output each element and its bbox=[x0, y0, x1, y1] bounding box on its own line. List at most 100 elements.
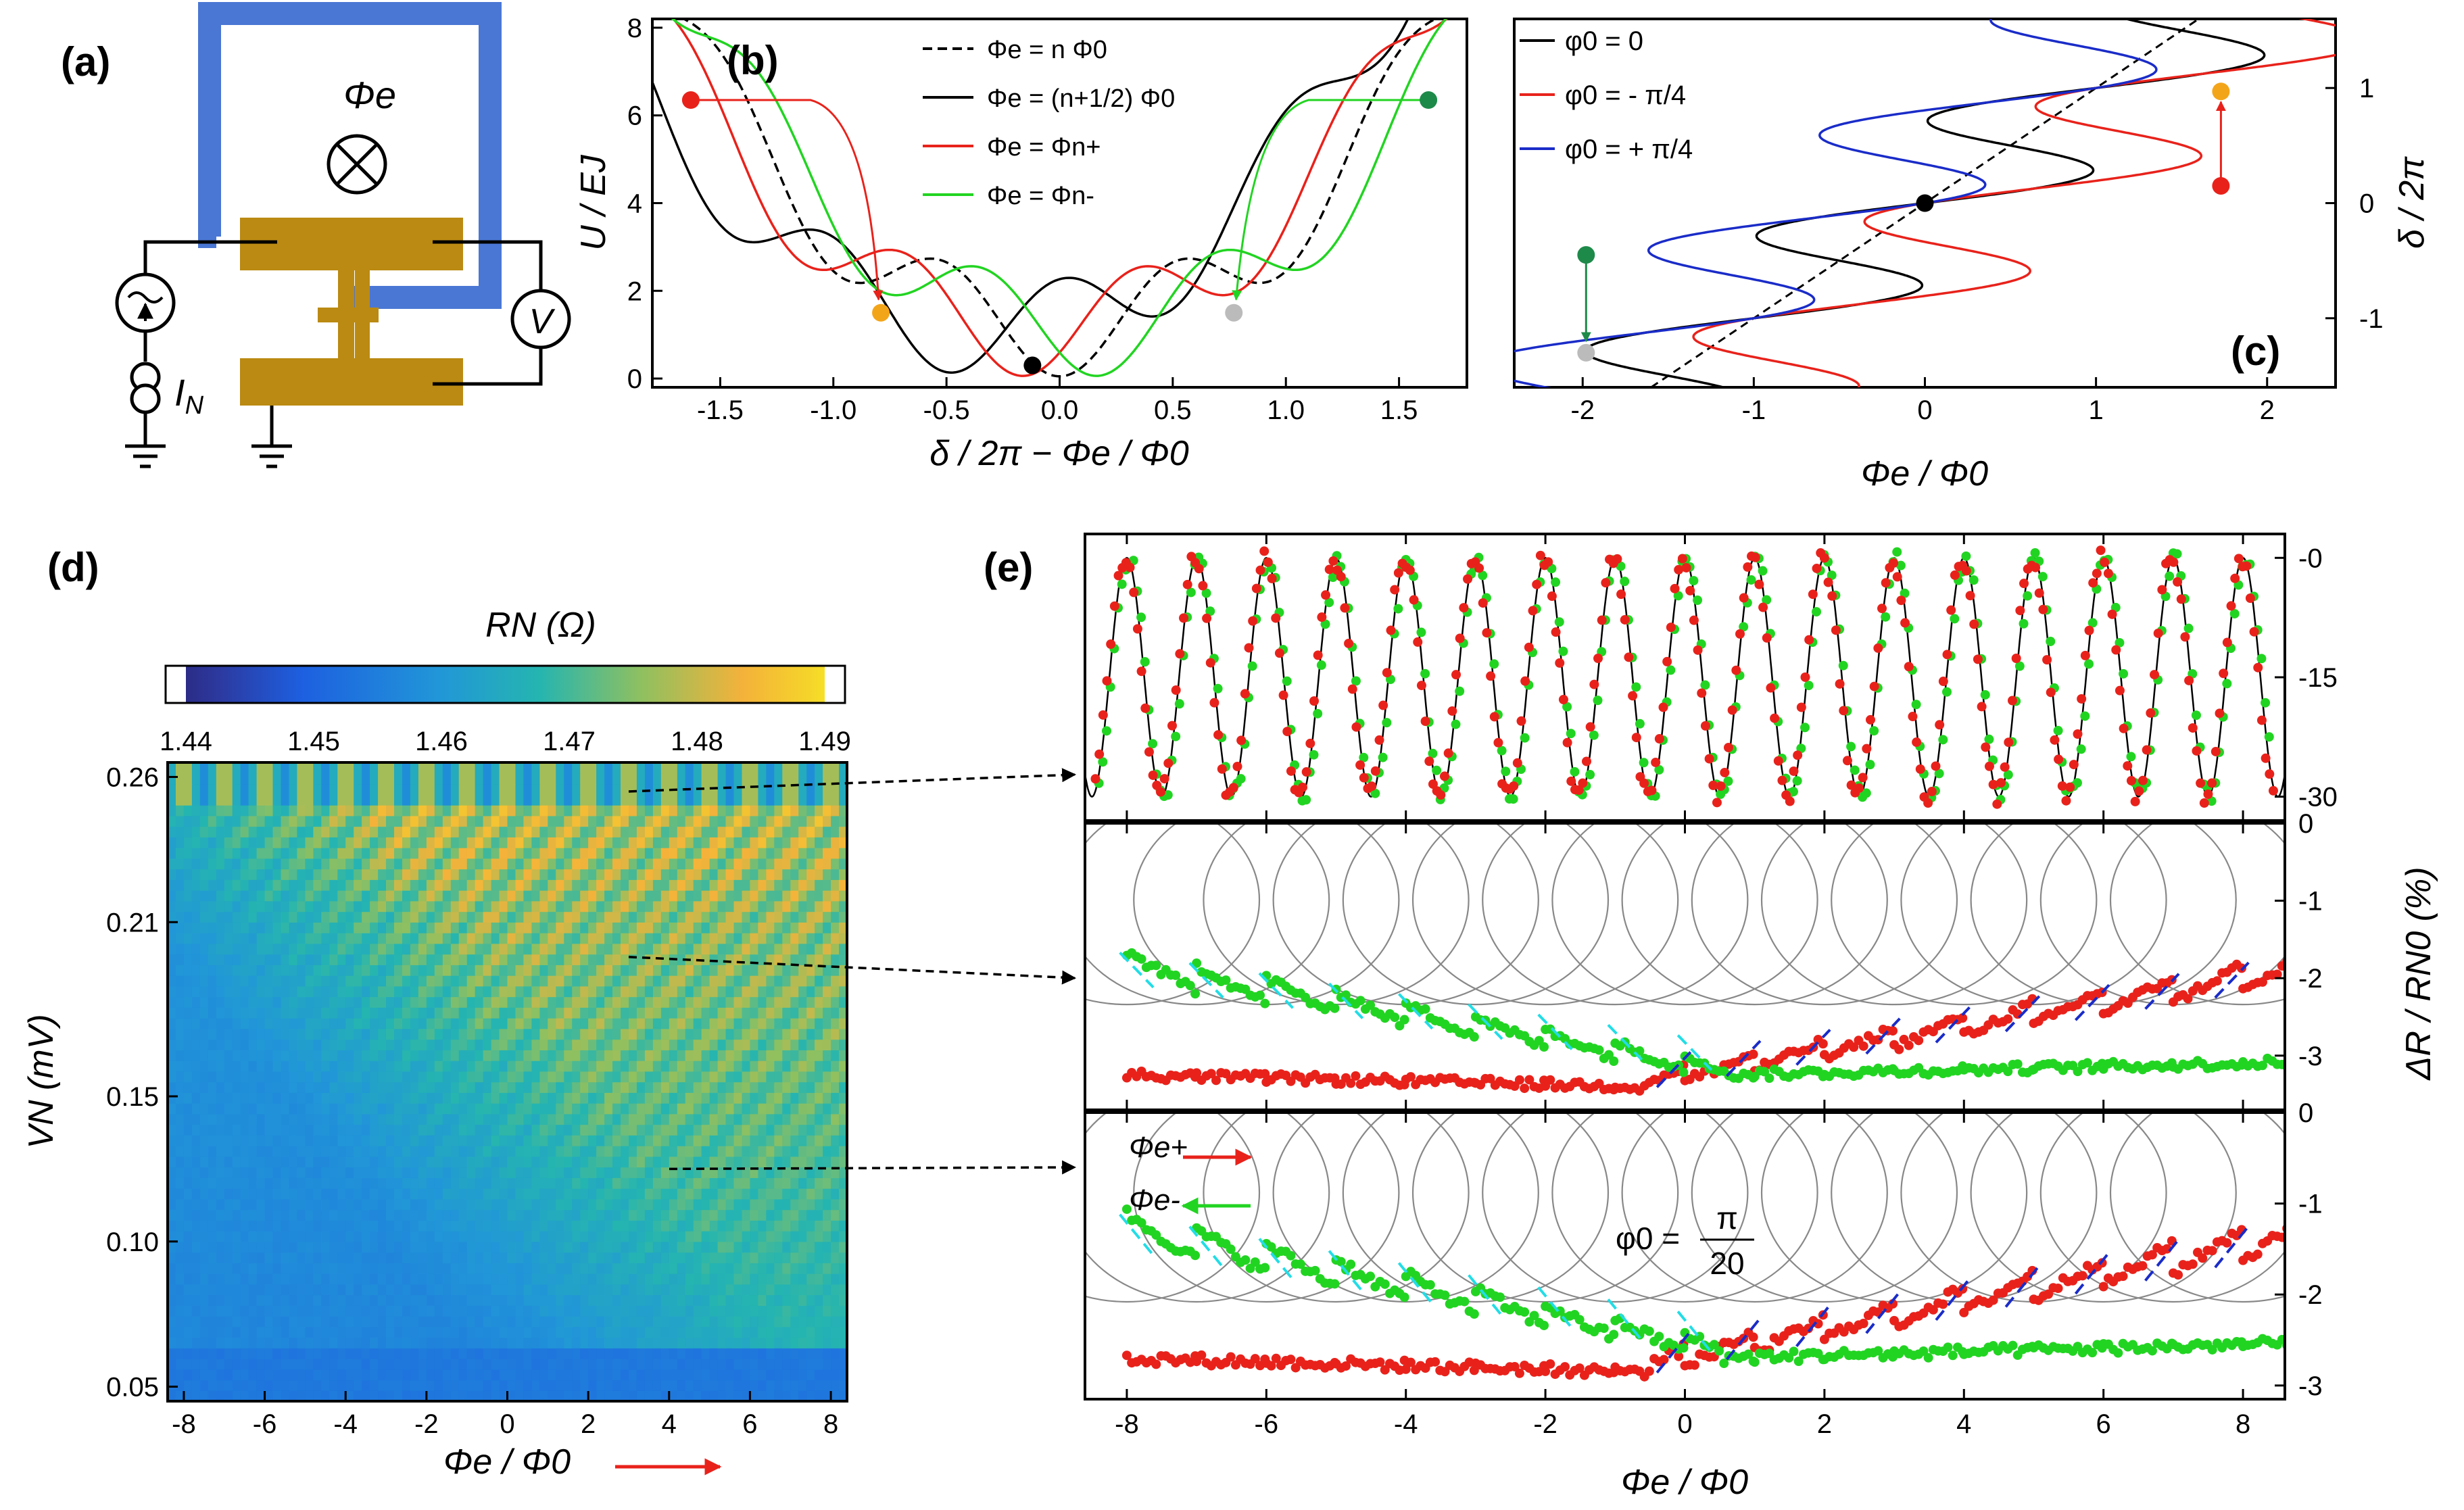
heatmap-cell bbox=[580, 1369, 589, 1381]
heatmap-cell bbox=[644, 1050, 654, 1061]
heatmap-cell bbox=[329, 1146, 338, 1157]
heatmap-cell bbox=[434, 1198, 443, 1211]
heatmap-cell bbox=[272, 890, 282, 902]
heatmap-cell bbox=[701, 1220, 710, 1232]
heatmap-cell bbox=[596, 1007, 605, 1019]
heatmap-cell bbox=[621, 890, 629, 902]
heatmap-cell bbox=[289, 1092, 298, 1104]
heatmap-cell bbox=[717, 1081, 727, 1093]
heatmap-cell bbox=[418, 1167, 427, 1178]
heatmap-cell bbox=[588, 1039, 597, 1050]
heatmap-cell bbox=[523, 1156, 532, 1168]
heatmap-cell bbox=[564, 869, 573, 880]
heatmap-cell bbox=[798, 1231, 807, 1242]
heatmap-cell bbox=[612, 1390, 621, 1401]
heatmap-cell bbox=[548, 1284, 556, 1296]
heatmap-cell bbox=[281, 1369, 290, 1381]
heatmap-cell bbox=[652, 1146, 662, 1157]
heatmap-cell bbox=[556, 996, 564, 1008]
heatmap-cell bbox=[685, 826, 694, 837]
heatmap-cell bbox=[572, 996, 581, 1008]
heatmap-cell bbox=[216, 1007, 225, 1019]
heatmap-cell bbox=[402, 1380, 411, 1391]
heatmap-cell bbox=[815, 985, 823, 998]
heatmap-cell bbox=[337, 1177, 346, 1189]
heatmap-cell bbox=[523, 1241, 532, 1253]
heatmap-cell bbox=[208, 975, 217, 987]
heatmap-cell bbox=[596, 1209, 605, 1221]
heatmap-cell bbox=[515, 996, 525, 1008]
heatmap-cell bbox=[450, 879, 460, 891]
heatmap-cell bbox=[313, 1092, 322, 1104]
heatmap-cell bbox=[677, 1156, 686, 1168]
heatmap-cell bbox=[750, 1337, 758, 1348]
heatmap-cell bbox=[191, 900, 201, 912]
heatmap-cell bbox=[297, 826, 306, 837]
heatmap-cell bbox=[329, 783, 338, 795]
heatmap-cell bbox=[823, 1124, 831, 1136]
heatmap-cell bbox=[652, 1390, 662, 1401]
heatmap-cell bbox=[264, 1113, 274, 1125]
heatmap-cell bbox=[272, 1326, 282, 1338]
heatmap-cell bbox=[321, 1103, 330, 1115]
heatmap-cell bbox=[629, 975, 637, 987]
heatmap-cell bbox=[362, 848, 370, 859]
heatmap-cell bbox=[515, 1156, 525, 1168]
heatmap-cell bbox=[305, 1273, 314, 1285]
heatmap-cell bbox=[685, 1198, 694, 1211]
heatmap-cell bbox=[475, 869, 484, 880]
heatmap-cell bbox=[515, 1380, 525, 1391]
heatmap-cell bbox=[750, 900, 758, 912]
heatmap-cell bbox=[629, 1167, 637, 1178]
heatmap-cell bbox=[232, 1273, 241, 1285]
heatmap-cell bbox=[199, 1167, 209, 1178]
heatmap-cell bbox=[758, 965, 767, 976]
heatmap-cell bbox=[378, 996, 387, 1008]
heatmap-cell bbox=[370, 1146, 379, 1157]
heatmap-cell bbox=[572, 1231, 581, 1242]
heatmap-cell bbox=[636, 911, 646, 923]
heatmap-cell bbox=[588, 975, 597, 987]
heatmap-cell bbox=[240, 1028, 249, 1040]
heatmap-cell bbox=[232, 805, 241, 817]
heatmap-cell bbox=[418, 1156, 427, 1168]
heatmap-cell bbox=[717, 1198, 727, 1211]
heatmap-cell bbox=[426, 1146, 435, 1157]
heatmap-cell bbox=[677, 1337, 686, 1348]
heatmap-cell bbox=[224, 1124, 233, 1136]
heatmap-cell bbox=[806, 1135, 815, 1146]
heatmap-cell bbox=[660, 826, 670, 837]
heatmap-cell bbox=[224, 911, 233, 923]
heatmap-cell bbox=[580, 1252, 589, 1263]
heatmap-cell bbox=[798, 1252, 807, 1263]
heatmap-cell bbox=[685, 975, 694, 987]
heatmap-cell bbox=[321, 985, 330, 998]
heatmap-cell bbox=[418, 996, 427, 1008]
heatmap-cell bbox=[701, 1209, 710, 1221]
heatmap-cell bbox=[660, 1294, 670, 1306]
heatmap-cell bbox=[297, 922, 306, 933]
heatmap-cell bbox=[572, 943, 581, 955]
heatmap-cell bbox=[766, 1177, 775, 1189]
heatmap-cell bbox=[742, 1316, 751, 1328]
heatmap-cell bbox=[717, 1252, 727, 1263]
heatmap-cell bbox=[709, 1198, 719, 1211]
heatmap-cell bbox=[224, 1390, 233, 1401]
heatmap-cell bbox=[418, 1294, 427, 1306]
heatmap-cell bbox=[224, 996, 233, 1008]
heatmap-cell bbox=[378, 954, 387, 965]
heatmap-cell bbox=[491, 975, 500, 987]
heatmap-cell bbox=[725, 1081, 735, 1093]
heatmap-cell bbox=[733, 954, 743, 965]
heatmap-cell bbox=[531, 1284, 540, 1296]
heatmap-cell bbox=[410, 1337, 419, 1348]
heatmap-cell bbox=[515, 1263, 525, 1274]
heatmap-cell bbox=[636, 975, 646, 987]
heatmap-cell bbox=[564, 1231, 573, 1242]
heatmap-cell bbox=[766, 826, 775, 837]
heatmap-cell bbox=[774, 911, 783, 923]
heatmap-cell bbox=[742, 1050, 751, 1061]
heatmap-cell bbox=[693, 1326, 702, 1338]
heatmap-cell bbox=[523, 1294, 532, 1306]
heatmap-cell bbox=[604, 922, 613, 933]
